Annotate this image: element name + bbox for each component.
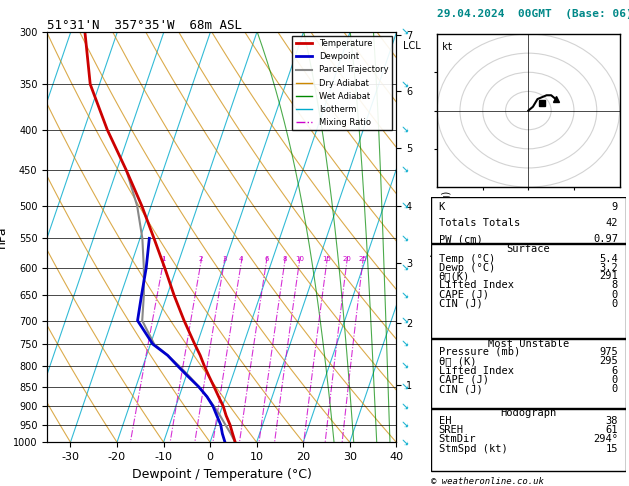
Text: 291: 291 bbox=[599, 271, 618, 281]
Text: 1: 1 bbox=[161, 256, 165, 262]
Text: Surface: Surface bbox=[506, 243, 550, 254]
Bar bbox=[431, 339, 626, 408]
Text: 2: 2 bbox=[199, 256, 203, 262]
Text: 29.04.2024  00GMT  (Base: 06): 29.04.2024 00GMT (Base: 06) bbox=[437, 9, 629, 19]
Text: Pressure (mb): Pressure (mb) bbox=[438, 347, 520, 357]
Text: SREH: SREH bbox=[438, 425, 464, 435]
Text: 9: 9 bbox=[612, 202, 618, 211]
Text: →: → bbox=[398, 381, 410, 393]
Text: →: → bbox=[398, 314, 410, 327]
Text: 15: 15 bbox=[322, 256, 331, 262]
Text: EH: EH bbox=[438, 416, 451, 426]
Text: LCL: LCL bbox=[403, 40, 421, 51]
Text: 51°31'N  357°35'W  68m ASL: 51°31'N 357°35'W 68m ASL bbox=[47, 18, 242, 32]
Text: K: K bbox=[438, 202, 445, 211]
Text: →: → bbox=[398, 25, 410, 38]
Text: 0.97: 0.97 bbox=[593, 234, 618, 244]
Text: 975: 975 bbox=[599, 347, 618, 357]
Text: 0: 0 bbox=[612, 299, 618, 309]
Text: 15: 15 bbox=[606, 444, 618, 454]
Legend: Temperature, Dewpoint, Parcel Trajectory, Dry Adiabat, Wet Adiabat, Isotherm, Mi: Temperature, Dewpoint, Parcel Trajectory… bbox=[292, 36, 392, 130]
Text: Mixing Ratio (g/kg): Mixing Ratio (g/kg) bbox=[442, 191, 452, 283]
Text: 42: 42 bbox=[606, 218, 618, 228]
Text: →: → bbox=[398, 338, 410, 350]
Text: →: → bbox=[398, 360, 410, 373]
Y-axis label: km
ASL: km ASL bbox=[430, 237, 450, 259]
Text: Lifted Index: Lifted Index bbox=[438, 280, 514, 291]
Text: θᴄ (K): θᴄ (K) bbox=[438, 356, 476, 366]
Text: θᴄ(K): θᴄ(K) bbox=[438, 271, 470, 281]
Text: Temp (°C): Temp (°C) bbox=[438, 255, 495, 264]
Text: →: → bbox=[398, 289, 410, 302]
Bar bbox=[431, 409, 626, 470]
Bar bbox=[431, 244, 626, 338]
Y-axis label: hPa: hPa bbox=[0, 226, 8, 248]
Text: 61: 61 bbox=[606, 425, 618, 435]
Text: 3.2: 3.2 bbox=[599, 263, 618, 273]
Text: →: → bbox=[398, 261, 410, 275]
Text: © weatheronline.co.uk: © weatheronline.co.uk bbox=[431, 477, 543, 486]
Text: 8: 8 bbox=[612, 280, 618, 291]
Text: kt: kt bbox=[442, 42, 454, 52]
Text: →: → bbox=[398, 436, 410, 449]
Text: PW (cm): PW (cm) bbox=[438, 234, 482, 244]
Text: 4: 4 bbox=[239, 256, 243, 262]
Text: CIN (J): CIN (J) bbox=[438, 384, 482, 394]
Text: 0: 0 bbox=[612, 384, 618, 394]
Text: →: → bbox=[398, 232, 410, 245]
Text: CAPE (J): CAPE (J) bbox=[438, 375, 489, 385]
Text: 25: 25 bbox=[359, 256, 367, 262]
Text: →: → bbox=[398, 400, 410, 413]
Text: StmDir: StmDir bbox=[438, 434, 476, 444]
Text: 10: 10 bbox=[295, 256, 304, 262]
Text: →: → bbox=[398, 163, 410, 176]
Text: 0: 0 bbox=[612, 375, 618, 385]
Text: →: → bbox=[398, 78, 410, 90]
Text: CAPE (J): CAPE (J) bbox=[438, 290, 489, 300]
Bar bbox=[431, 197, 626, 243]
Text: →: → bbox=[398, 199, 410, 212]
Text: Most Unstable: Most Unstable bbox=[487, 339, 569, 348]
Text: Dewp (°C): Dewp (°C) bbox=[438, 263, 495, 273]
Text: 6: 6 bbox=[264, 256, 269, 262]
Text: 295: 295 bbox=[599, 356, 618, 366]
Text: 3: 3 bbox=[222, 256, 226, 262]
Text: StmSpd (kt): StmSpd (kt) bbox=[438, 444, 508, 454]
Text: 20: 20 bbox=[342, 256, 351, 262]
Text: 8: 8 bbox=[282, 256, 287, 262]
Text: 0: 0 bbox=[612, 290, 618, 300]
Text: Hodograph: Hodograph bbox=[500, 408, 557, 417]
Text: 38: 38 bbox=[606, 416, 618, 426]
Text: →: → bbox=[398, 123, 410, 136]
Text: Totals Totals: Totals Totals bbox=[438, 218, 520, 228]
Text: CIN (J): CIN (J) bbox=[438, 299, 482, 309]
Text: 5.4: 5.4 bbox=[599, 255, 618, 264]
X-axis label: Dewpoint / Temperature (°C): Dewpoint / Temperature (°C) bbox=[132, 468, 311, 481]
Text: Lifted Index: Lifted Index bbox=[438, 365, 514, 376]
Text: 294°: 294° bbox=[593, 434, 618, 444]
Text: 6: 6 bbox=[612, 365, 618, 376]
Text: →: → bbox=[398, 418, 410, 431]
